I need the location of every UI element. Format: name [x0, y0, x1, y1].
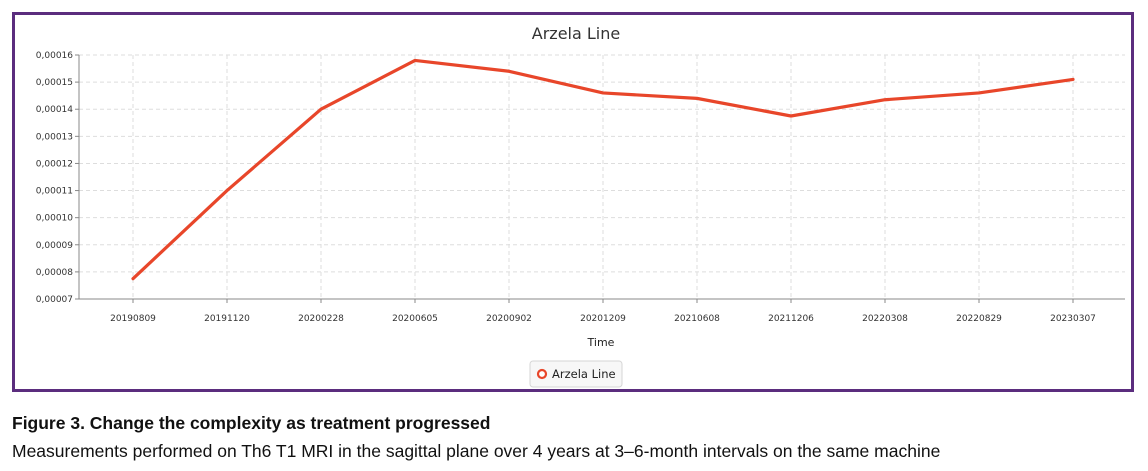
- x-axis-title: Time: [587, 336, 615, 349]
- x-tick-label: 20220308: [862, 314, 908, 324]
- axes: [78, 55, 1125, 300]
- legend-label: Arzela Line: [552, 367, 616, 381]
- x-tick-label: 20230307: [1050, 314, 1096, 324]
- x-tick-label: 20200902: [486, 314, 532, 324]
- x-tick-label: 20211206: [768, 314, 814, 324]
- y-tick-label: 0,00008: [36, 268, 73, 278]
- chart-frame: Arzela Line 0,00007 0,00008 0,00009 0,00010…: [12, 12, 1134, 392]
- figure-caption-body: Measurements performed on Th6 T1 MRI in …: [12, 441, 941, 461]
- y-axis-ticks: 0,00007 0,00008 0,00009 0,00010 0,00011 0,000…: [36, 51, 79, 305]
- x-axis-ticks: 20190809 20191120 20200228 20200605 20200902…: [110, 299, 1096, 324]
- x-tick-label: 20220829: [956, 314, 1002, 324]
- series-layer: [131, 58, 1075, 281]
- grid-lines: [79, 54, 1125, 300]
- figure-caption-title: Figure 3. Change the complexity as treat…: [12, 413, 491, 433]
- legend-marker-icon: [536, 368, 548, 380]
- y-tick-label: 0,00013: [36, 132, 73, 142]
- legend-box: [529, 360, 623, 388]
- legend[interactable]: Arzela Line: [529, 360, 623, 388]
- x-tick-label: 20200605: [392, 314, 438, 324]
- y-tick-label: 0,00010: [36, 214, 73, 224]
- series-line-1: [131, 58, 1075, 281]
- x-tick-label: 20210608: [674, 314, 720, 324]
- chart-canvas: Arzela Line 0,00007 0,00008 0,00009 0,00010…: [36, 24, 1125, 388]
- y-tick-label: 0,00011: [36, 187, 73, 197]
- y-tick-label: 0,00012: [36, 159, 73, 169]
- chart-title: Arzela Line: [532, 24, 620, 43]
- y-tick-label: 0,00015: [36, 78, 73, 88]
- y-tick-label: 0,00014: [36, 105, 73, 115]
- x-tick-label: 20201209: [580, 314, 626, 324]
- x-tick-label: 20190809: [110, 314, 156, 324]
- x-tick-label: 20191120: [204, 314, 250, 324]
- x-tick-label: 20200228: [298, 314, 344, 324]
- y-tick-label: 0,00009: [36, 241, 73, 251]
- y-tick-label: 0,00016: [36, 51, 73, 61]
- y-tick-label: 0,00007: [36, 295, 73, 305]
